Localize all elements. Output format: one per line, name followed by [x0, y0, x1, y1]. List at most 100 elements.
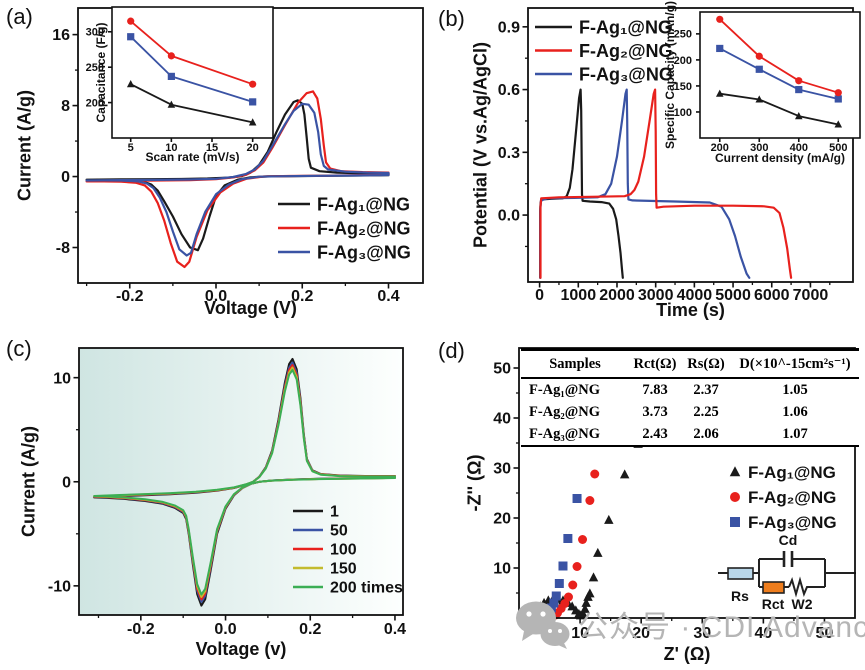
svg-text:50: 50	[816, 625, 834, 642]
svg-text:-0.2: -0.2	[116, 288, 144, 305]
svg-text:0.2: 0.2	[299, 621, 321, 638]
table-cell: F-Ag₂@NG	[529, 403, 600, 420]
table-cell: Samples	[549, 355, 601, 372]
svg-text:Current (A/g): Current (A/g)	[14, 90, 34, 201]
svg-text:200: 200	[711, 142, 729, 154]
svg-text:0.9: 0.9	[498, 19, 520, 36]
table-row: F-Ag₃@NG 2.43 2.06 1.07	[521, 423, 859, 445]
svg-text:F-Ag₂@NG: F-Ag₂@NG	[748, 488, 836, 507]
svg-text:0: 0	[535, 287, 544, 304]
svg-text:4000: 4000	[677, 287, 713, 304]
svg-text:150: 150	[330, 561, 357, 578]
svg-text:15: 15	[206, 142, 218, 154]
svg-text:200 times: 200 times	[330, 580, 403, 597]
svg-text:100: 100	[674, 107, 692, 119]
svg-text:1000: 1000	[561, 287, 597, 304]
svg-text:Current density (mA/g): Current density (mA/g)	[715, 151, 845, 165]
table-cell: 3.73	[642, 403, 668, 420]
svg-text:10: 10	[53, 370, 71, 387]
table-cell: Rct(Ω)	[633, 355, 677, 372]
svg-text:10: 10	[165, 142, 177, 154]
svg-text:F-Ag₃@NG: F-Ag₃@NG	[317, 242, 411, 262]
circuit-label-rct: Rct	[762, 596, 785, 612]
svg-text:Potential (V vs.Ag/AgCl): Potential (V vs.Ag/AgCl)	[470, 42, 490, 248]
panel-label-b: (b)	[438, 6, 465, 31]
table-cell: 2.43	[642, 425, 668, 442]
svg-text:0.0: 0.0	[205, 288, 227, 305]
axes: -0.2 0.0 0.2 0.4 -10 0 10 Voltage (v) Current (A…	[18, 347, 406, 659]
svg-text:200: 200	[674, 55, 692, 67]
svg-text:40: 40	[754, 625, 772, 642]
svg-text:0.4: 0.4	[384, 621, 406, 638]
panel-b-gcd-chart: 0 1000 2000 3000 4000 5000 6000 7000 0.0 0.3 0.6 0.…	[470, 1, 861, 320]
svg-text:F-Ag₁@NG: F-Ag₁@NG	[579, 17, 672, 37]
legend: F-Ag₁@NG F-Ag₂@NG F-Ag₃@NG	[535, 17, 673, 84]
panel-a-cv-chart: -0.2 0.0 0.2 0.4 -8 0 8 16 Voltage (V) Current (A…	[14, 6, 424, 318]
table-cell: Rs(Ω)	[687, 355, 725, 372]
svg-text:0.0: 0.0	[498, 208, 520, 225]
svg-text:5000: 5000	[715, 287, 751, 304]
svg-text:0.4: 0.4	[377, 288, 399, 305]
legend: F-Ag₁@NG F-Ag₂@NG F-Ag₃@NG	[278, 194, 411, 262]
table-cell: D(×10^-15cm²s⁻¹)	[739, 355, 851, 372]
table-header-row: Samples Rct(Ω) Rs(Ω) D(×10^-15cm²s⁻¹)	[521, 351, 859, 379]
svg-text:300: 300	[86, 27, 104, 39]
series-F-Ag3@NG	[527, 494, 582, 621]
svg-text:-0.2: -0.2	[127, 621, 155, 638]
svg-text:Specific Capacity (mAh/g): Specific Capacity (mAh/g)	[663, 1, 677, 149]
svg-text:40: 40	[493, 411, 511, 428]
svg-text:0: 0	[62, 474, 71, 491]
legend: F-Ag₁@NG F-Ag₂@NG F-Ag₃@NG	[729, 463, 837, 532]
axes: 200 300 400 500 100 150 200 250 Current density …	[663, 1, 861, 165]
series-cycle-200	[93, 369, 396, 596]
svg-text:20: 20	[632, 625, 650, 642]
svg-text:200: 200	[86, 97, 104, 109]
svg-text:0.2: 0.2	[291, 288, 313, 305]
svg-text:150: 150	[674, 81, 692, 93]
series-F-Ag3@NG	[716, 44, 842, 103]
series-F-Ag2@NG	[716, 15, 842, 97]
panel-label-c: (c)	[6, 336, 32, 361]
svg-text:100: 100	[330, 542, 357, 559]
svg-text:Voltage (v): Voltage (v)	[196, 639, 287, 659]
circuit-label-w2: W2	[792, 596, 813, 612]
svg-text:8: 8	[61, 98, 70, 115]
axes: -0.2 0.0 0.2 0.4 -8 0 8 16 Voltage (V) Current (A…	[14, 7, 424, 318]
svg-text:Capacitance (F/g): Capacitance (F/g)	[94, 22, 108, 122]
svg-text:0: 0	[61, 169, 70, 186]
table-row: F-Ag₂@NG 3.73 2.25 1.06	[521, 401, 859, 423]
svg-text:10: 10	[493, 561, 511, 578]
svg-text:250: 250	[674, 29, 692, 41]
svg-text:30: 30	[693, 625, 711, 642]
series-F-Ag2@NG	[127, 17, 257, 88]
svg-text:500: 500	[829, 142, 847, 154]
svg-text:3000: 3000	[638, 287, 674, 304]
series-F-Ag1@NG	[715, 89, 843, 128]
svg-text:Scan rate (mV/s): Scan rate (mV/s)	[145, 150, 239, 164]
series-F-Ag1@NG	[530, 438, 643, 620]
svg-text:6000: 6000	[754, 287, 790, 304]
equivalent-circuit	[718, 551, 856, 598]
svg-text:F-Ag₃@NG: F-Ag₃@NG	[748, 513, 837, 532]
svg-text:1: 1	[330, 504, 339, 521]
svg-text:Voltage (V): Voltage (V)	[204, 298, 297, 318]
resistor-rct-box	[762, 581, 785, 594]
svg-text:-10: -10	[48, 578, 71, 595]
svg-text:0.6: 0.6	[498, 82, 520, 99]
svg-text:F-Ag₃@NG: F-Ag₃@NG	[579, 64, 673, 84]
svg-text:Z' (Ω): Z' (Ω)	[664, 644, 711, 664]
svg-text:20: 20	[247, 142, 259, 154]
svg-text:50: 50	[493, 361, 511, 378]
series-F-Ag1@NG	[126, 80, 257, 126]
svg-text:F-Ag₂@NG: F-Ag₂@NG	[317, 218, 411, 238]
series-F-Ag2@NG	[539, 88, 793, 279]
svg-text:30: 30	[493, 461, 511, 478]
svg-text:F-Ag₂@NG: F-Ag₂@NG	[579, 41, 673, 61]
svg-text:F-Ag₁@NG: F-Ag₁@NG	[748, 463, 836, 482]
svg-text:2000: 2000	[599, 287, 635, 304]
panel-label-a: (a)	[6, 4, 33, 29]
svg-text:16: 16	[52, 27, 70, 44]
svg-text:F-Ag₁@NG: F-Ag₁@NG	[317, 194, 410, 214]
